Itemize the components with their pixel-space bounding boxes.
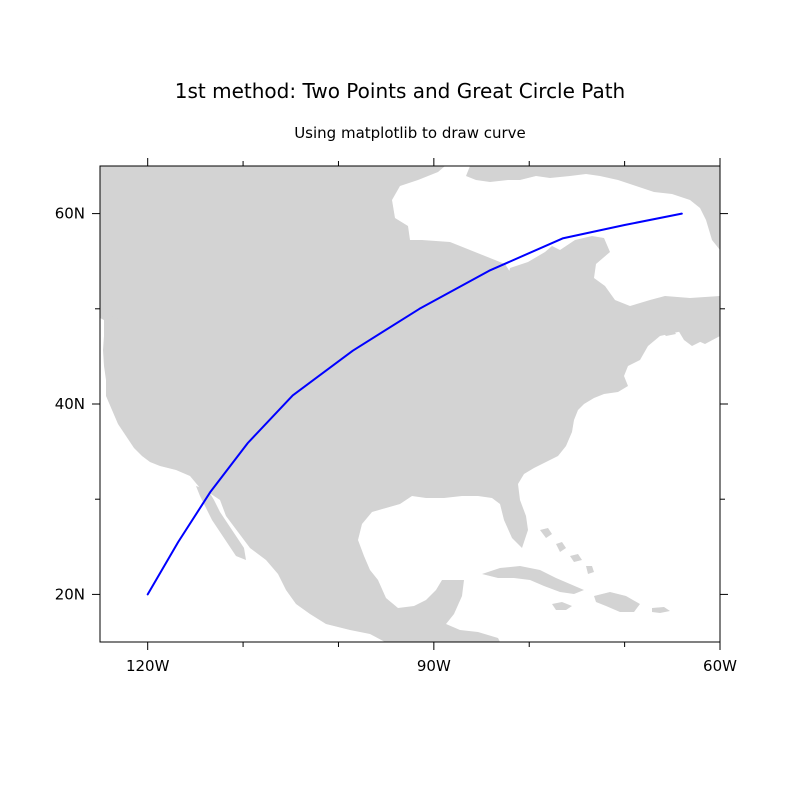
x-tick-label: 90W [417,657,451,675]
hispaniola-landmass [594,592,640,612]
map-plot-area [99,165,721,643]
axis-tick-labels: 120W 90W 60W 20N 40N 60N [55,205,737,675]
y-tick-label: 60N [55,205,85,223]
chart-title: 1st method: Two Points and Great Circle … [175,79,625,103]
land-masses [100,166,720,642]
puerto-rico-landmass [652,607,670,613]
x-tick-label: 60W [703,657,737,675]
greenland-landmass [466,166,720,250]
x-tick-label: 120W [126,657,170,675]
baja-california-landmass [196,486,246,560]
maritime-islands-landmass [660,328,676,336]
y-tick-label: 20N [55,585,85,603]
newfoundland-landmass [674,310,706,346]
jamaica-landmass [552,602,572,610]
axis-ticks [92,158,728,650]
y-tick-label: 40N [55,395,85,413]
great-circle-path [146,212,683,596]
bahamas-landmass [540,528,594,574]
cuba-landmass [482,566,584,594]
vancouver-island-landmass [100,312,126,326]
chart-subtitle: Using matplotlib to draw curve [294,124,526,142]
north-america-landmass [100,166,720,642]
